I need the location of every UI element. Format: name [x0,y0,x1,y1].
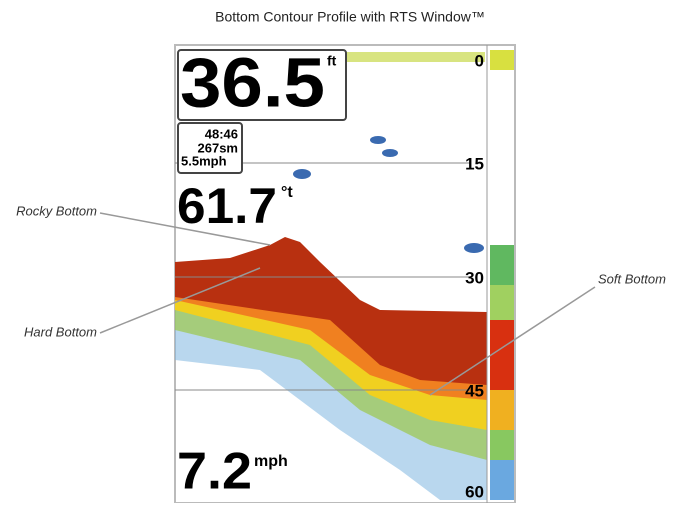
callout-lines [99,212,596,396]
depth-box [177,49,347,121]
depth-scale-label: 60 [465,482,484,501]
title: Bottom Contour Profile with RTS Window™ [215,9,485,25]
depth-readout: 36.5 [180,43,325,121]
info-box [177,122,243,174]
depth-unit: ft [327,53,337,69]
fish [464,243,484,253]
rts-stripe [490,390,514,430]
depth-scale-label: 15 [465,154,484,173]
callout-label: Rocky Bottom [16,203,97,218]
rts-stripe [490,430,514,460]
fish-icons [293,136,484,253]
fish [370,136,386,144]
rts-window [490,50,514,500]
callout-line [99,212,271,246]
temperature-unit: °t [281,184,293,201]
speed-unit: mph [254,453,288,470]
fish [293,169,311,179]
rts-stripe [490,50,514,70]
depth-scale-label: 45 [465,381,484,400]
rts-stripe [490,285,514,320]
speed-small: 5.5mph [181,153,227,168]
fish [382,149,398,157]
callout-line [429,286,596,396]
temperature: 61.7 [177,178,277,234]
callout-label: Soft Bottom [598,271,666,286]
depth-scale-label: 0 [475,51,484,70]
rts-stripe [490,245,514,285]
depth-scale-label: 30 [465,268,484,287]
speed: 7.2 [177,443,252,501]
callout-label: Hard Bottom [24,324,97,339]
rts-stripe [490,320,514,390]
rts-stripe [490,460,514,500]
timer: 48:46 [205,126,238,141]
bottom-red [175,237,487,385]
distance: 267sm [198,140,238,155]
sonar-screen: 36.5 ft 48:46 267sm 5.5mph 61.7 °t 7.2 m… [174,43,516,504]
callout-line [99,267,261,334]
